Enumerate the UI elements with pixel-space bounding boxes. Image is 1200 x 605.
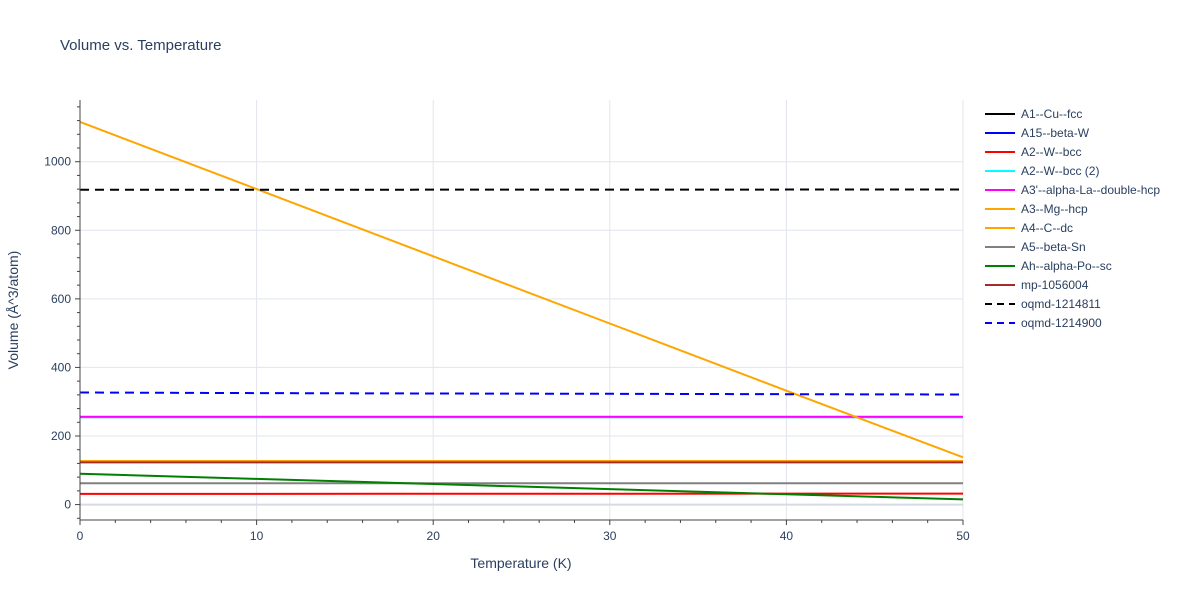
- legend-item[interactable]: A1--Cu--fcc: [985, 107, 1082, 121]
- legend-label: A2--W--bcc: [1021, 145, 1081, 159]
- x-tick-label: 40: [780, 529, 794, 543]
- legend-label: oqmd-1214900: [1021, 316, 1102, 330]
- legend[interactable]: A1--Cu--fcc A15--beta-W A2--W--bcc A2--W--b…: [985, 107, 1160, 330]
- y-tick-label: 600: [51, 292, 71, 306]
- y-tick-label: 800: [51, 223, 71, 237]
- legend-item[interactable]: A5--beta-Sn: [985, 240, 1086, 254]
- legend-item[interactable]: oqmd-1214900: [985, 316, 1102, 330]
- legend-label: A5--beta-Sn: [1021, 240, 1086, 254]
- legend-item[interactable]: A3--Mg--hcp: [985, 202, 1088, 216]
- legend-item[interactable]: A2--W--bcc (2): [985, 164, 1099, 178]
- legend-label: A2--W--bcc (2): [1021, 164, 1099, 178]
- legend-label: mp-1056004: [1021, 278, 1089, 292]
- legend-item[interactable]: Ah--alpha-Po--sc: [985, 259, 1112, 273]
- legend-label: oqmd-1214811: [1021, 297, 1101, 311]
- y-axis-title: Volume (Å^3/atom): [5, 251, 21, 370]
- y-tick-label: 200: [51, 429, 71, 443]
- legend-item[interactable]: A3'--alpha-La--double-hcp: [985, 183, 1160, 197]
- y-tick-label: 1000: [44, 155, 71, 169]
- plot-area: [80, 122, 963, 500]
- y-tick-label: 0: [64, 498, 71, 512]
- x-tick-label: 10: [250, 529, 264, 543]
- x-tick-label: 0: [77, 529, 84, 543]
- legend-label: A4--C--dc: [1021, 221, 1073, 235]
- grid: [80, 100, 963, 520]
- chart-title: Volume vs. Temperature: [60, 37, 221, 54]
- legend-label: A3--Mg--hcp: [1021, 202, 1088, 216]
- x-tick-label: 20: [427, 529, 441, 543]
- series-line-oqmd-1214900: [80, 393, 963, 395]
- x-tick-label: 50: [956, 529, 970, 543]
- legend-label: A15--beta-W: [1021, 126, 1090, 140]
- legend-item[interactable]: mp-1056004: [985, 278, 1089, 292]
- x-tick-label: 30: [603, 529, 617, 543]
- series-line-ah-alpha-po-sc: [80, 474, 963, 500]
- legend-label: A3'--alpha-La--double-hcp: [1021, 183, 1160, 197]
- x-axis-title: Temperature (K): [470, 555, 571, 571]
- legend-item[interactable]: A4--C--dc: [985, 221, 1073, 235]
- legend-item[interactable]: A2--W--bcc: [985, 145, 1081, 159]
- series-line-a4-c-dc: [80, 122, 963, 457]
- legend-item[interactable]: A15--beta-W: [985, 126, 1090, 140]
- y-tick-label: 400: [51, 360, 71, 374]
- legend-item[interactable]: oqmd-1214811: [985, 297, 1101, 311]
- legend-label: Ah--alpha-Po--sc: [1021, 259, 1112, 273]
- legend-label: A1--Cu--fcc: [1021, 107, 1082, 121]
